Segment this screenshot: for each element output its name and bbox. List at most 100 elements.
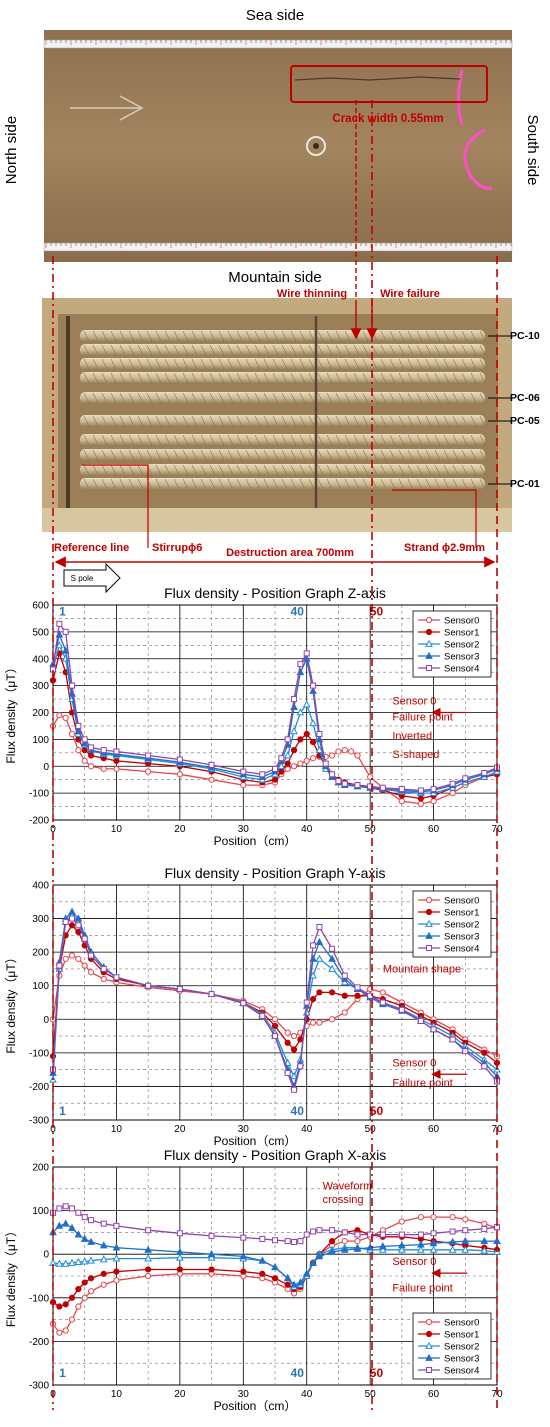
data-point-sensor3 bbox=[68, 907, 76, 915]
x-tick-label: 60 bbox=[428, 1389, 440, 1400]
y-tick-label: 100 bbox=[32, 981, 49, 992]
data-point-sensor4 bbox=[417, 1231, 424, 1238]
data-point-sensor1 bbox=[271, 1275, 279, 1282]
data-point-sensor4 bbox=[100, 965, 107, 972]
data-point-sensor0 bbox=[68, 730, 76, 738]
data-point-sensor1 bbox=[354, 992, 361, 999]
legend-entry: Sensor3 bbox=[444, 1354, 479, 1365]
data-point-sensor3 bbox=[461, 1236, 470, 1245]
data-point-sensor0 bbox=[354, 752, 361, 759]
data-point-sensor4 bbox=[259, 771, 266, 778]
x-tick-label: 60 bbox=[428, 1124, 440, 1135]
chalk-arrow bbox=[70, 95, 144, 121]
data-point-sensor4 bbox=[417, 787, 424, 794]
legend-marker bbox=[426, 665, 432, 671]
x-tick-label: 50 bbox=[365, 1389, 377, 1400]
data-point-sensor3 bbox=[68, 1223, 76, 1231]
data-point-sensor4 bbox=[449, 1036, 456, 1043]
data-point-sensor4 bbox=[462, 1227, 469, 1234]
strand-twist bbox=[83, 358, 486, 370]
data-point-sensor4 bbox=[303, 1231, 310, 1238]
chart-annotation: Sensor 0 bbox=[392, 1057, 436, 1069]
data-point-sensor2 bbox=[461, 1245, 470, 1253]
x-tick-label: 30 bbox=[238, 824, 250, 835]
data-point-sensor3 bbox=[207, 1249, 216, 1258]
guide-lines bbox=[52, 100, 498, 1410]
data-point-sensor4 bbox=[297, 1238, 304, 1245]
data-point-sensor1 bbox=[113, 757, 120, 764]
x-tick-label: 20 bbox=[174, 824, 186, 835]
legend-entry: Sensor1 bbox=[444, 908, 479, 919]
data-point-sensor0 bbox=[271, 1016, 279, 1023]
data-point-sensor3 bbox=[80, 1234, 89, 1242]
data-point-sensor2 bbox=[80, 1257, 89, 1265]
data-point-sensor0 bbox=[297, 760, 304, 767]
data-point-sensor2 bbox=[55, 641, 64, 649]
data-point-sensor1 bbox=[113, 1268, 120, 1275]
y-tick-label: 0 bbox=[43, 762, 49, 773]
pc-10-label: PC-10 bbox=[510, 330, 540, 342]
chart-annotation: Sensor 0 bbox=[392, 1256, 436, 1268]
data-point-sensor0 bbox=[75, 747, 82, 754]
data-point-sensor4 bbox=[81, 736, 88, 743]
y-tick-label: 100 bbox=[32, 1206, 49, 1217]
data-point-sensor2 bbox=[315, 954, 324, 962]
data-point-sensor0 bbox=[348, 748, 355, 755]
position-marker-label: 40 bbox=[291, 1366, 305, 1380]
data-point-sensor0 bbox=[328, 752, 336, 759]
data-point-sensor1 bbox=[417, 795, 424, 802]
data-point-sensor2 bbox=[207, 1253, 216, 1261]
data-point-sensor0 bbox=[398, 1218, 405, 1225]
data-point-sensor2 bbox=[99, 1255, 108, 1263]
data-point-sensor2 bbox=[61, 1259, 70, 1267]
y-tick-label: 0 bbox=[43, 1250, 49, 1261]
legend-entry: Sensor1 bbox=[444, 1330, 479, 1341]
data-point-sensor4 bbox=[430, 1026, 437, 1033]
data-point-sensor1 bbox=[290, 1046, 298, 1053]
data-point-sensor4 bbox=[303, 650, 310, 657]
data-point-sensor0 bbox=[113, 765, 120, 773]
strand-twist bbox=[83, 478, 486, 490]
legend-marker bbox=[425, 1318, 433, 1326]
tape-measure-bottom bbox=[43, 242, 513, 252]
x-tick-label: 50 bbox=[365, 1124, 377, 1135]
chart-annotation: Failure point bbox=[392, 1282, 453, 1294]
strand-twist bbox=[83, 464, 486, 476]
data-point-sensor3 bbox=[55, 1221, 64, 1229]
y-tick-label: 300 bbox=[32, 681, 49, 692]
data-point-sensor4 bbox=[398, 1231, 405, 1238]
pc-label-group: PC-10 PC-06 PC-05 PC-01 bbox=[488, 330, 540, 490]
data-point-sensor4 bbox=[176, 756, 183, 763]
data-point-sensor2 bbox=[87, 1256, 95, 1264]
data-point-sensor1 bbox=[271, 776, 279, 783]
data-point-sensor0 bbox=[240, 781, 247, 789]
data-point-sensor0 bbox=[87, 969, 95, 976]
data-point-sensor1 bbox=[284, 1039, 291, 1046]
y-tick-label: -200 bbox=[29, 1082, 49, 1093]
data-point-sensor4 bbox=[100, 1220, 107, 1227]
data-point-sensor4 bbox=[462, 1048, 469, 1055]
data-point-sensor4 bbox=[56, 962, 63, 969]
data-point-sensor0 bbox=[81, 1294, 88, 1301]
data-point-sensor2 bbox=[55, 1259, 64, 1267]
y-tick-label: -100 bbox=[29, 789, 49, 800]
data-point-sensor1 bbox=[100, 1270, 107, 1277]
data-point-sensor0 bbox=[81, 962, 88, 969]
legend-marker bbox=[425, 896, 433, 904]
data-point-sensor4 bbox=[145, 1227, 152, 1234]
data-point-sensor4 bbox=[145, 752, 152, 759]
data-point-sensor2 bbox=[74, 1257, 83, 1265]
strand-twist bbox=[83, 372, 486, 384]
crack-width-label: Crack width 0.55mm bbox=[332, 113, 443, 125]
data-point-sensor0 bbox=[113, 1277, 120, 1284]
legend-entry: Sensor2 bbox=[444, 920, 479, 931]
beam-top-photo bbox=[44, 30, 512, 262]
x-tick-label: 10 bbox=[111, 1124, 123, 1135]
data-point-sensor4 bbox=[417, 1017, 424, 1024]
data-point-sensor1 bbox=[81, 747, 88, 754]
legend-entry: Sensor0 bbox=[444, 896, 479, 907]
data-point-sensor4 bbox=[284, 1238, 291, 1245]
legend-entry: Sensor4 bbox=[444, 664, 479, 675]
data-point-sensor4 bbox=[354, 782, 361, 789]
